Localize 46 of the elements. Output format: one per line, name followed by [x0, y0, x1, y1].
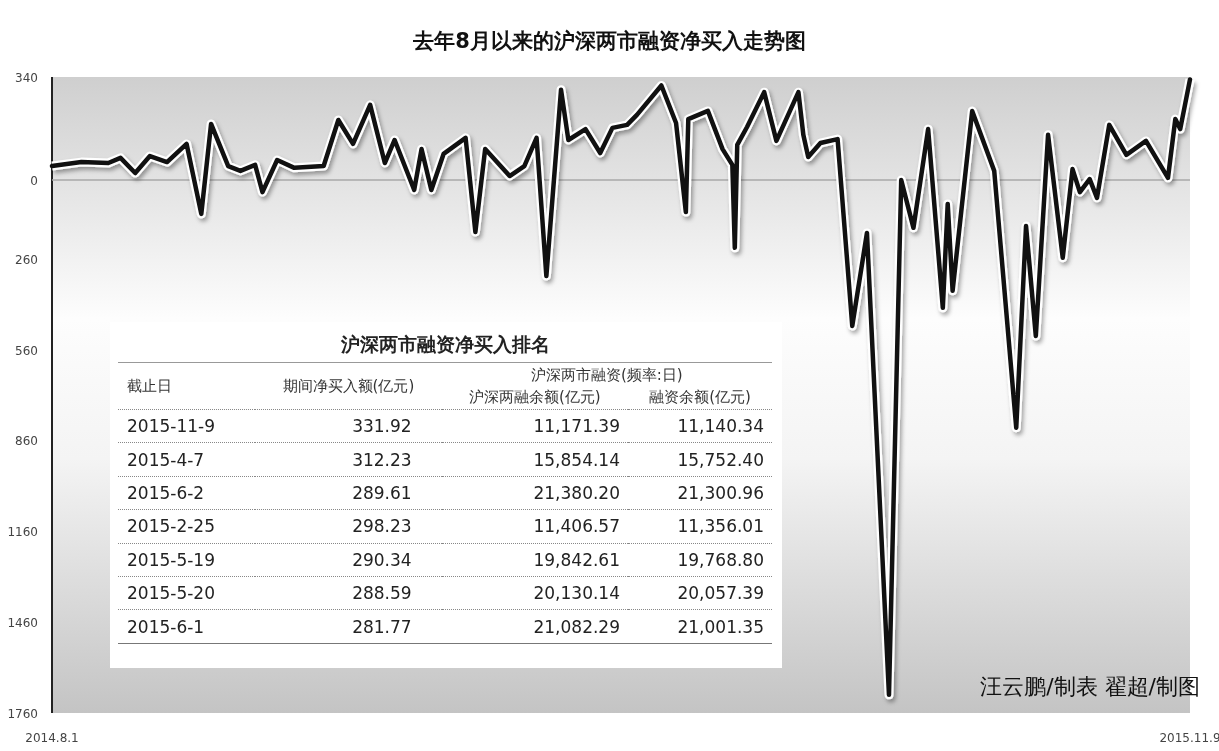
annotation: 298.23: [255, 509, 442, 544]
y-tick-label: 260: [15, 252, 38, 267]
annotation: 2015-4-7: [118, 442, 256, 477]
annotation: 21,380.20: [441, 476, 629, 510]
annotation: 20,057.39: [628, 576, 772, 610]
y-tick-label: 860: [15, 434, 38, 449]
annotation: 21,082.29: [532, 615, 621, 639]
annotation: 331.92: [255, 409, 442, 443]
annotation: 281.77: [351, 615, 413, 639]
y-tick-label: 1160: [7, 525, 38, 540]
annotation: 288.59: [255, 576, 442, 610]
annotation: 期间净买入额(亿元): [255, 363, 442, 410]
annotation: 312.23: [255, 442, 442, 477]
annotation: 21,001.35: [676, 615, 765, 639]
annotation: 融资余额(亿元): [628, 385, 772, 410]
annotation: 2015-6-1: [126, 615, 206, 639]
annotation: 沪深两市融资(频率:日): [529, 364, 684, 385]
x-tick-label: 2015.11.9: [1159, 731, 1219, 745]
annotation: 290.34: [255, 543, 442, 577]
annotation: 11,356.01: [628, 509, 772, 544]
y-tick-label: 0: [30, 173, 38, 188]
annotation: 11,406.57: [441, 509, 629, 544]
annotation: 19,842.61: [441, 543, 629, 577]
annotation: 15,854.14: [441, 442, 629, 477]
annotation: 2015-6-2: [118, 476, 256, 510]
y-tick-label: 560: [15, 343, 38, 358]
annotation: 2015-5-19: [118, 543, 256, 577]
annotation: 2015-5-20: [118, 576, 256, 610]
annotation: 2015-11-9: [118, 409, 256, 443]
annotation: 11,171.39: [441, 409, 629, 443]
annotation: 289.61: [255, 476, 442, 510]
x-tick-label: 2014.8.1: [25, 731, 79, 745]
annotation: 沪深两市融资净买入排名: [118, 330, 772, 363]
annotation: 21,300.96: [628, 476, 772, 510]
y-tick-label: 1460: [7, 616, 38, 631]
credit: 汪云鹏/制表 翟超/制图: [980, 674, 1200, 699]
annotation: 15,752.40: [628, 442, 772, 477]
annotation: 截止日: [118, 363, 256, 410]
annotation: 19,768.80: [628, 543, 772, 577]
annotation: 沪深两融余额(亿元): [441, 385, 629, 410]
annotation: 20,130.14: [441, 576, 629, 610]
annotation: 11,140.34: [628, 409, 772, 443]
y-tick-label: 340: [15, 71, 38, 85]
y-tick-label: 1760: [7, 707, 38, 721]
annotation: 2015-2-25: [118, 509, 256, 544]
title: 去年8月以来的沪深两市融资净买入走势图: [413, 29, 806, 53]
